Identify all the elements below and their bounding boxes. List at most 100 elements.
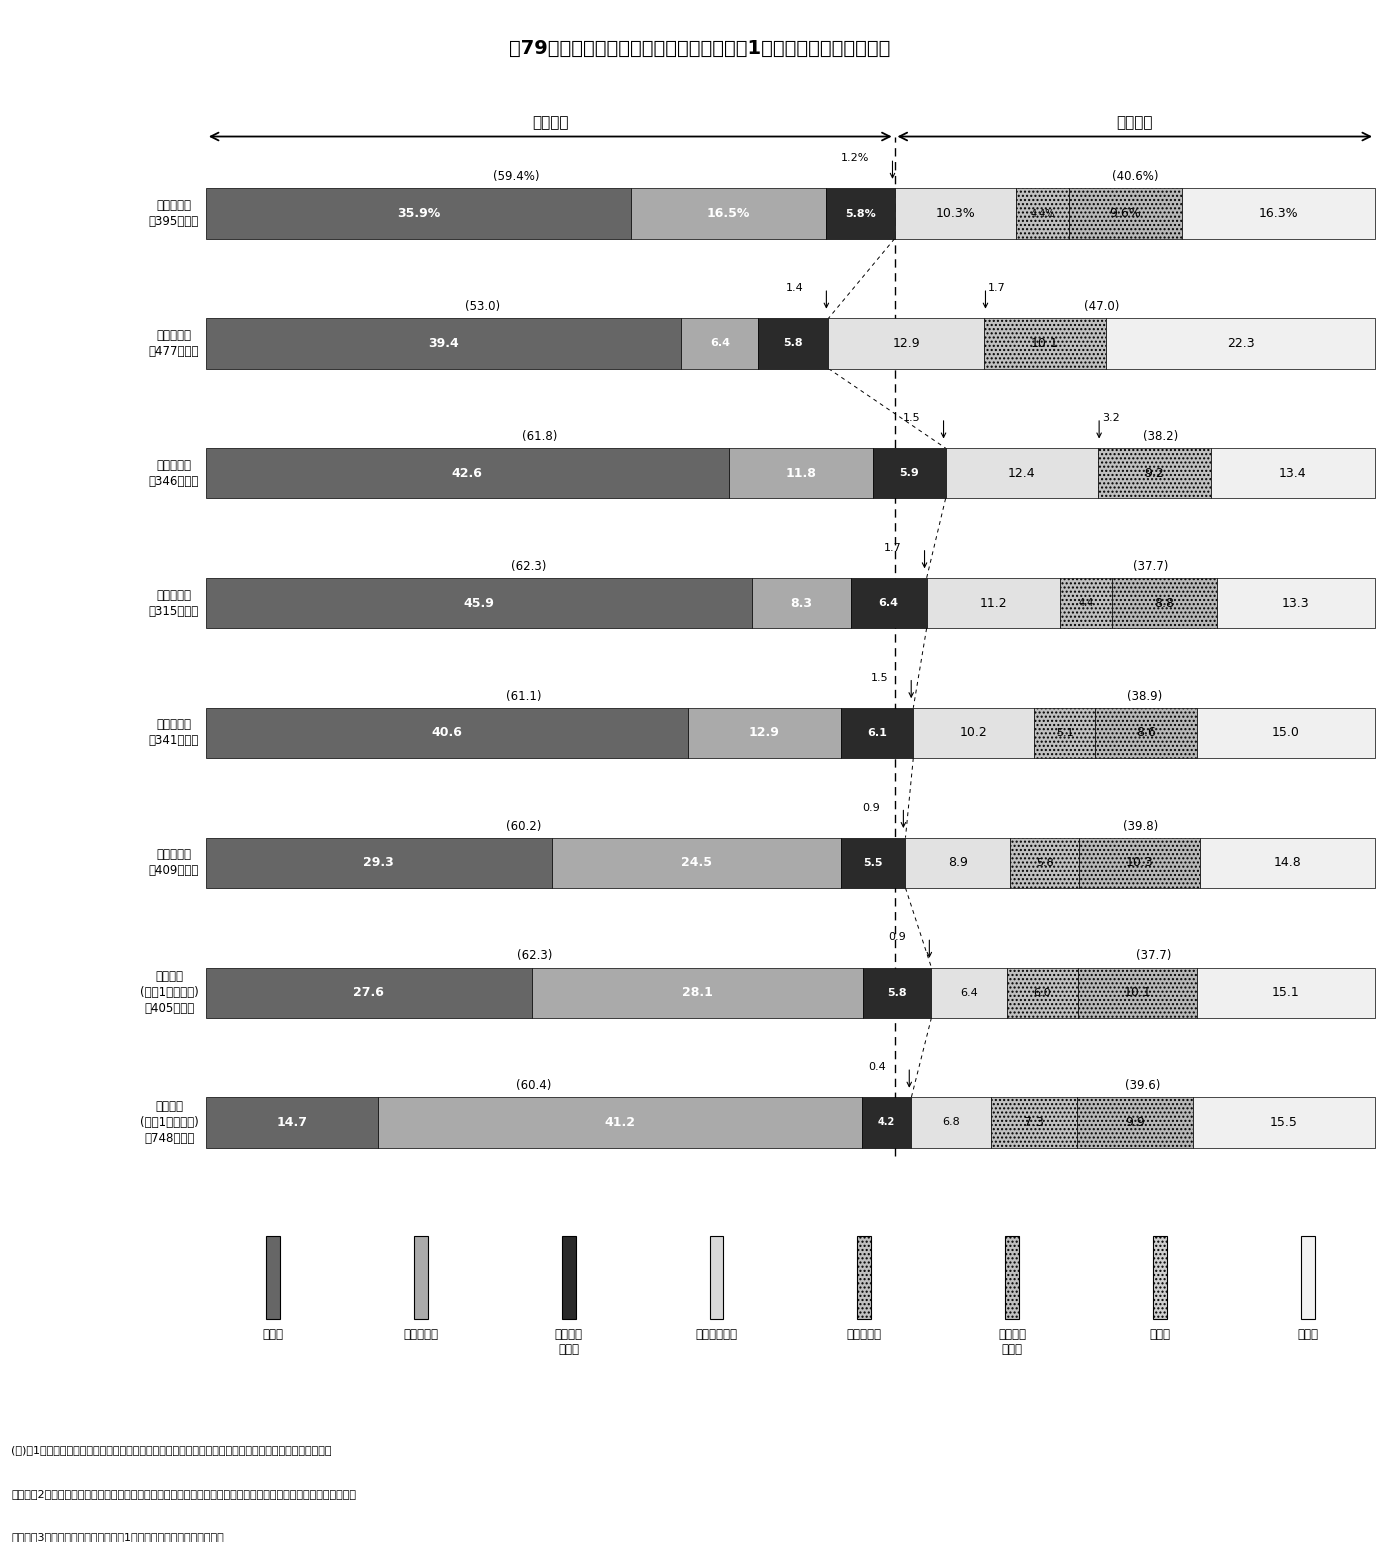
Text: (61.8): (61.8): [522, 430, 557, 443]
Text: 14.7: 14.7: [277, 1116, 308, 1129]
Bar: [1035, 708, 1095, 759]
Text: 29.3: 29.3: [364, 856, 395, 870]
Text: 市町村合計
》395千円》: 市町村合計 》395千円》: [148, 199, 199, 228]
Text: 1.2%: 1.2%: [841, 153, 869, 163]
Bar: [1154, 1235, 1168, 1320]
Text: (60.2): (60.2): [505, 820, 540, 833]
Bar: [1068, 188, 1182, 239]
Bar: [206, 318, 682, 369]
Bar: [1078, 967, 1197, 1018]
Text: 24.5: 24.5: [680, 856, 711, 870]
Bar: [1095, 708, 1197, 759]
Text: 5.9: 5.9: [900, 469, 920, 478]
Text: (47.0): (47.0): [1084, 301, 1120, 313]
Bar: [266, 1235, 280, 1320]
Bar: [206, 1098, 378, 1147]
Bar: [206, 708, 687, 759]
Bar: [841, 708, 913, 759]
Text: (59.4%): (59.4%): [493, 171, 539, 183]
Text: 11.8: 11.8: [785, 467, 816, 480]
Text: (60.4): (60.4): [517, 1079, 552, 1092]
Bar: [206, 837, 552, 888]
Bar: [1098, 449, 1211, 498]
Bar: [631, 188, 826, 239]
Text: 13.4: 13.4: [1280, 467, 1306, 480]
Bar: [414, 1235, 428, 1320]
Bar: [840, 837, 906, 888]
Text: 42.6: 42.6: [452, 467, 483, 480]
Text: 地方特例
交付金: 地方特例 交付金: [554, 1328, 582, 1355]
Text: 6.4: 6.4: [960, 987, 979, 998]
Bar: [913, 708, 1035, 759]
Bar: [851, 578, 927, 628]
Text: 10.1: 10.1: [1032, 338, 1058, 350]
Text: 0.9: 0.9: [889, 933, 906, 942]
Text: 12.9: 12.9: [892, 338, 920, 350]
Text: 町　　村
(人口1万人未満)
【748千円】: 町 村 (人口1万人未満) 【748千円】: [140, 1099, 199, 1146]
Bar: [1106, 318, 1375, 369]
Text: 地方税: 地方税: [262, 1328, 283, 1340]
Text: 1.7: 1.7: [883, 543, 902, 554]
Text: 5.5: 5.5: [864, 857, 883, 868]
Text: 9.6%: 9.6%: [1109, 207, 1141, 221]
Text: 27.6: 27.6: [353, 987, 384, 999]
Text: 0.4: 0.4: [868, 1062, 886, 1072]
Bar: [552, 837, 840, 888]
Bar: [206, 578, 752, 628]
Text: 4.4%: 4.4%: [1030, 208, 1054, 219]
Bar: [911, 1098, 991, 1147]
Bar: [728, 449, 874, 498]
Bar: [931, 967, 1007, 1018]
Text: (38.9): (38.9): [1127, 689, 1162, 703]
Text: (53.0): (53.0): [465, 301, 500, 313]
Text: 5.1: 5.1: [1056, 728, 1074, 739]
Text: 12.9: 12.9: [749, 726, 780, 740]
Text: 町　　村
(人口1万人以上)
【405千円】: 町 村 (人口1万人以上) 【405千円】: [140, 970, 199, 1015]
Text: 8.9: 8.9: [948, 856, 967, 870]
Bar: [874, 449, 945, 498]
Bar: [895, 188, 1016, 239]
Text: (61.1): (61.1): [505, 689, 542, 703]
Text: 5.8%: 5.8%: [844, 208, 875, 219]
Text: 9.9: 9.9: [1126, 1116, 1145, 1129]
Text: 6.1: 6.1: [867, 728, 888, 739]
Text: 小　都　市
【409千円】: 小 都 市 【409千円】: [148, 848, 199, 877]
Bar: [829, 318, 984, 369]
Bar: [991, 1098, 1077, 1147]
Text: 5.8: 5.8: [888, 987, 907, 998]
Bar: [1005, 1235, 1019, 1320]
Text: 地方債: 地方債: [1149, 1328, 1170, 1340]
Text: 7.3: 7.3: [1023, 1116, 1044, 1129]
Text: 10.2: 10.2: [960, 726, 987, 740]
Text: 12.4: 12.4: [1008, 467, 1036, 480]
Text: 3.2: 3.2: [1102, 413, 1120, 423]
Text: 6.4: 6.4: [710, 338, 729, 348]
Text: 中　都　市
【341千円】: 中 都 市 【341千円】: [148, 719, 199, 748]
Text: 特　例　市
【315千円】: 特 例 市 【315千円】: [148, 589, 199, 618]
Bar: [682, 318, 759, 369]
Text: 39.4: 39.4: [428, 338, 459, 350]
Bar: [710, 1235, 724, 1320]
Text: 35.9%: 35.9%: [396, 207, 440, 221]
Text: 10.1: 10.1: [1123, 987, 1151, 999]
Bar: [1301, 1235, 1315, 1320]
Bar: [906, 837, 1011, 888]
Bar: [826, 188, 895, 239]
Bar: [1197, 708, 1375, 759]
Bar: [687, 708, 841, 759]
Bar: [1182, 188, 1375, 239]
Text: 45.9: 45.9: [463, 597, 494, 609]
Text: 大　都　市
【477千円】: 大 都 市 【477千円】: [148, 328, 199, 358]
Text: 4.2: 4.2: [878, 1118, 896, 1127]
Bar: [1112, 578, 1217, 628]
Text: 特定財源: 特定財源: [1117, 114, 1154, 130]
Text: 1.5: 1.5: [871, 672, 888, 683]
Text: (37.7): (37.7): [1135, 950, 1170, 962]
Text: 15.1: 15.1: [1273, 987, 1299, 999]
Text: 1.4: 1.4: [785, 284, 804, 293]
Text: 第79図　団体規模別歳入決算の状況（人口1人当たり額及び構成比）: 第79図 団体規模別歳入決算の状況（人口1人当たり額及び構成比）: [510, 39, 890, 57]
Text: 3　【　】内の数値は、人口1人当たりの歳入決算額である。: 3 【 】内の数値は、人口1人当たりの歳入決算額である。: [11, 1533, 224, 1542]
Text: (注)　1　「市町村合計」とは、大都市、中核市、特例市、中都市、小都市及び町村の単純合計額である。: (注) 1 「市町村合計」とは、大都市、中核市、特例市、中都市、小都市及び町村の…: [11, 1445, 332, 1456]
Text: 1.5: 1.5: [903, 413, 921, 423]
Text: 一般財源: 一般財源: [532, 114, 568, 130]
